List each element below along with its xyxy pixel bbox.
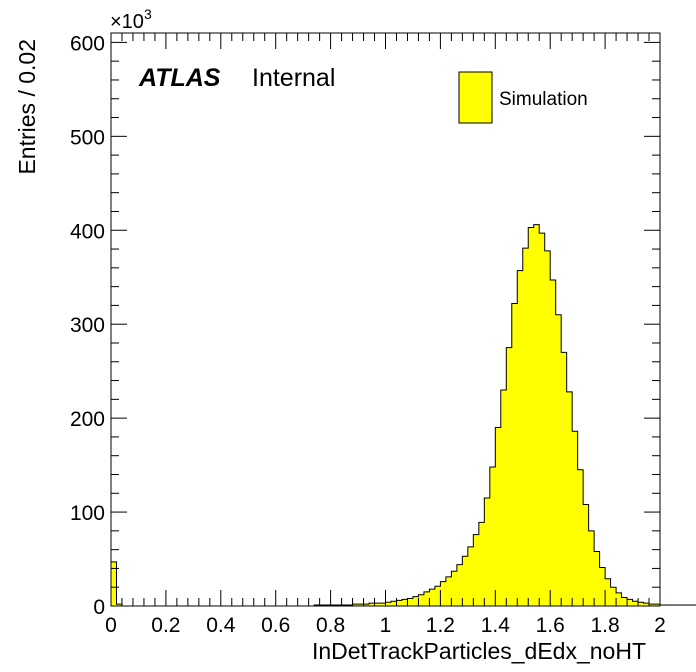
histogram-bin (352, 604, 359, 606)
histogram-bin (467, 546, 474, 606)
histogram-bin (478, 522, 485, 606)
histogram-bin (577, 469, 584, 606)
y-tick-label: 400 (70, 220, 105, 243)
histogram-bin (451, 571, 458, 606)
x-axis-title: InDetTrackParticles_dEdx_noHT (312, 638, 646, 664)
histogram-bin (445, 576, 452, 606)
histogram-bin (616, 592, 622, 606)
histogram-bin (594, 551, 601, 606)
y-multiplier-base: ×10 (110, 11, 144, 33)
x-tick-label: 2 (654, 614, 666, 637)
histogram-bin (423, 591, 430, 606)
histogram-bin (116, 604, 123, 606)
histogram-bin (632, 601, 639, 606)
histogram-bin (654, 604, 661, 606)
histogram-bin (605, 578, 611, 606)
histogram-bin (528, 227, 535, 606)
x-tick-label: 0.4 (206, 614, 236, 637)
histogram-bin (385, 602, 392, 606)
histogram-bin (390, 601, 397, 606)
histogram-bin (495, 427, 502, 606)
histogram-bin (440, 581, 447, 606)
histogram-bin (533, 224, 540, 607)
histogram-bin (358, 604, 364, 606)
histogram-bin (484, 497, 491, 606)
histogram-bin (599, 567, 606, 606)
x-tick-label: 0 (105, 614, 117, 637)
y-tick-label: 200 (70, 408, 105, 431)
histogram-bin (638, 602, 644, 606)
histogram-bin (561, 352, 568, 606)
histogram-bin (506, 347, 513, 606)
legend-entry-simulation: Simulation (499, 89, 588, 110)
histogram-bin (401, 599, 408, 606)
histogram-bin (550, 280, 557, 606)
y-axis-ticks: 0 100 200 300 400 500 600 (70, 32, 660, 619)
histogram-bin (412, 596, 419, 606)
internal-label: Internal (252, 64, 335, 92)
x-tick-label: 1.4 (481, 614, 511, 637)
y-multiplier-exponent: 3 (144, 6, 152, 22)
legend-swatch (458, 71, 493, 124)
histogram-bin (363, 604, 370, 606)
histogram-bin (583, 504, 590, 606)
y-tick-label: 100 (70, 502, 105, 525)
histogram-bin (643, 603, 650, 606)
x-tick-label: 1.2 (426, 614, 455, 637)
histogram-bin (407, 598, 414, 606)
x-tick-label: 1 (380, 614, 392, 637)
histogram-bin (511, 303, 518, 606)
histogram-bin (539, 233, 546, 606)
y-axis-multiplier: ×103 (110, 6, 152, 33)
histogram-bin (473, 534, 480, 606)
x-tick-label: 1.6 (536, 614, 565, 637)
histogram-bin (555, 314, 562, 606)
y-tick-label: 500 (70, 126, 105, 149)
histogram-bin (369, 603, 375, 606)
y-axis-title: Entries / 0.02 (14, 39, 40, 175)
x-axis-ticks: 0 0.2 0.4 0.6 0.8 1 1.2 1.4 1.6 1.8 2 (105, 33, 666, 637)
atlas-label: ATLAS (138, 64, 221, 92)
histogram-bin (522, 248, 529, 606)
x-tick-label: 0.8 (316, 614, 345, 637)
histogram-bin (500, 389, 507, 606)
x-tick-label: 0.6 (261, 614, 290, 637)
histogram-bin (489, 466, 496, 606)
histogram-bin (456, 564, 463, 606)
histogram-bin (374, 603, 381, 606)
histogram-bin (621, 597, 628, 606)
histogram-bin (610, 587, 617, 606)
histogram-bin (566, 391, 573, 606)
histogram-bin (111, 561, 117, 606)
y-tick-label: 0 (93, 596, 105, 619)
y-tick-label: 300 (70, 314, 105, 337)
histogram-bin (572, 431, 579, 606)
histogram-bin (380, 603, 386, 606)
histogram-bin (429, 589, 436, 606)
x-tick-label: 0.2 (151, 614, 180, 637)
histogram-bin (462, 556, 469, 606)
histogram-bin (544, 250, 551, 607)
histogram-bin (434, 586, 441, 606)
histogram-bin (418, 594, 425, 606)
histogram-bin (649, 604, 655, 606)
histogram-bin (627, 599, 633, 606)
histogram-bin (517, 270, 524, 606)
x-tick-label: 1.8 (590, 614, 619, 637)
histogram-bin (396, 600, 403, 606)
histogram-bin (588, 530, 595, 606)
y-tick-label: 600 (70, 32, 105, 55)
histogram-bars (111, 224, 696, 607)
